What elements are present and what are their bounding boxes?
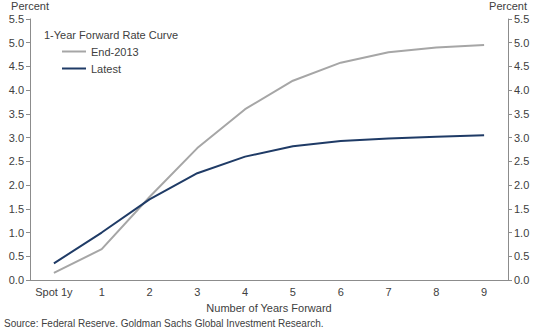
svg-text:Percent: Percent [489, 0, 527, 12]
svg-text:4.5: 4.5 [9, 60, 24, 72]
svg-text:Source: Federal Reserve. Goldm: Source: Federal Reserve. Goldman Sachs G… [4, 318, 324, 329]
svg-text:3.0: 3.0 [514, 132, 529, 144]
svg-text:0.0: 0.0 [514, 274, 529, 286]
svg-text:1.0: 1.0 [9, 227, 24, 239]
svg-text:4.5: 4.5 [514, 60, 529, 72]
svg-text:1-Year Forward Rate Curve: 1-Year Forward Rate Curve [44, 29, 178, 41]
svg-text:Number of Years Forward: Number of Years Forward [206, 302, 331, 314]
svg-text:Latest: Latest [91, 63, 121, 75]
svg-text:0.0: 0.0 [9, 274, 24, 286]
svg-text:5.0: 5.0 [514, 37, 529, 49]
svg-text:5.0: 5.0 [9, 37, 24, 49]
svg-text:2.0: 2.0 [9, 179, 24, 191]
svg-text:Spot 1y: Spot 1y [35, 286, 73, 298]
svg-text:4: 4 [242, 286, 248, 298]
svg-text:3.5: 3.5 [514, 108, 529, 120]
svg-text:1.5: 1.5 [514, 203, 529, 215]
svg-text:5: 5 [290, 286, 296, 298]
svg-text:End-2013: End-2013 [91, 46, 139, 58]
svg-text:2.5: 2.5 [9, 155, 24, 167]
svg-text:4.0: 4.0 [9, 84, 24, 96]
svg-text:0.5: 0.5 [514, 250, 529, 262]
svg-text:1.0: 1.0 [514, 227, 529, 239]
svg-text:6: 6 [338, 286, 344, 298]
svg-text:2.5: 2.5 [514, 155, 529, 167]
svg-text:2.0: 2.0 [514, 179, 529, 191]
svg-text:3: 3 [194, 286, 200, 298]
svg-text:1: 1 [99, 286, 105, 298]
svg-text:7: 7 [385, 286, 391, 298]
svg-text:5.5: 5.5 [9, 13, 24, 25]
svg-text:3.0: 3.0 [9, 132, 24, 144]
svg-text:0.5: 0.5 [9, 250, 24, 262]
svg-text:5.5: 5.5 [514, 13, 529, 25]
svg-text:1.5: 1.5 [9, 203, 24, 215]
svg-text:3.5: 3.5 [9, 108, 24, 120]
svg-text:4.0: 4.0 [514, 84, 529, 96]
svg-text:2: 2 [146, 286, 152, 298]
svg-text:9: 9 [481, 286, 487, 298]
svg-text:8: 8 [433, 286, 439, 298]
svg-text:Percent: Percent [11, 0, 49, 12]
